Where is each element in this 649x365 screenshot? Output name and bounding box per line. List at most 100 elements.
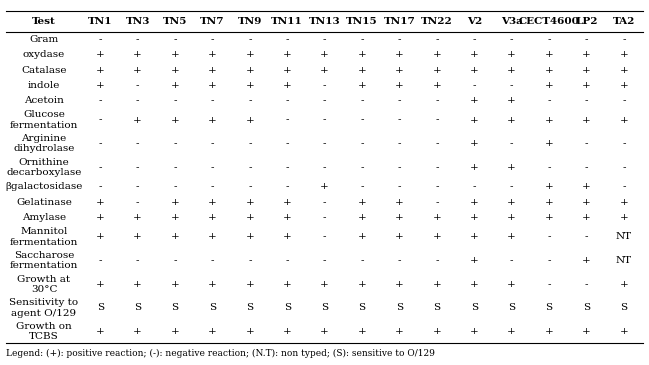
Text: -: - <box>286 35 289 44</box>
Text: +: + <box>470 96 478 105</box>
Text: +: + <box>171 233 179 241</box>
Text: +: + <box>245 327 254 336</box>
Text: +: + <box>283 213 291 222</box>
Text: +: + <box>358 233 367 241</box>
Text: +: + <box>470 163 478 172</box>
Text: +: + <box>508 50 516 59</box>
Text: +: + <box>96 213 104 222</box>
Text: -: - <box>585 233 588 241</box>
Text: -: - <box>585 163 588 172</box>
Text: Growth on
TCBS: Growth on TCBS <box>16 322 72 341</box>
Text: TN7: TN7 <box>200 17 225 26</box>
Text: -: - <box>360 182 364 191</box>
Text: -: - <box>398 163 401 172</box>
Text: -: - <box>99 35 102 44</box>
Text: S: S <box>583 303 590 312</box>
Text: S: S <box>471 303 478 312</box>
Text: +: + <box>508 163 516 172</box>
Text: +: + <box>133 116 142 124</box>
Text: +: + <box>508 96 516 105</box>
Text: -: - <box>547 280 551 289</box>
Text: Legend: (+): positive reaction; (-): negative reaction; (N.T): non typed; (S): s: Legend: (+): positive reaction; (-): neg… <box>6 349 435 358</box>
Text: -: - <box>248 163 252 172</box>
Text: +: + <box>582 213 591 222</box>
Text: +: + <box>545 198 554 207</box>
Text: -: - <box>136 198 140 207</box>
Text: -: - <box>323 256 326 265</box>
Text: +: + <box>245 280 254 289</box>
Text: -: - <box>547 256 551 265</box>
Text: +: + <box>470 280 478 289</box>
Text: +: + <box>508 213 516 222</box>
Text: -: - <box>136 139 140 148</box>
Text: S: S <box>284 303 291 312</box>
Text: +: + <box>133 327 142 336</box>
Text: +: + <box>96 50 104 59</box>
Text: +: + <box>582 81 591 90</box>
Text: CECT4600: CECT4600 <box>519 17 580 26</box>
Text: +: + <box>133 65 142 74</box>
Text: -: - <box>323 163 326 172</box>
Text: +: + <box>96 81 104 90</box>
Text: -: - <box>510 35 513 44</box>
Text: S: S <box>396 303 403 312</box>
Text: +: + <box>545 65 554 74</box>
Text: -: - <box>398 256 401 265</box>
Text: +: + <box>171 198 179 207</box>
Text: -: - <box>323 233 326 241</box>
Text: -: - <box>173 35 177 44</box>
Text: S: S <box>358 303 365 312</box>
Text: +: + <box>320 280 329 289</box>
Text: NT: NT <box>616 233 632 241</box>
Text: +: + <box>245 213 254 222</box>
Text: -: - <box>585 139 588 148</box>
Text: +: + <box>395 65 404 74</box>
Text: -: - <box>585 35 588 44</box>
Text: -: - <box>211 139 214 148</box>
Text: S: S <box>246 303 253 312</box>
Text: +: + <box>508 65 516 74</box>
Text: -: - <box>360 96 364 105</box>
Text: +: + <box>358 50 367 59</box>
Text: +: + <box>171 280 179 289</box>
Text: -: - <box>323 116 326 124</box>
Text: +: + <box>320 182 329 191</box>
Text: +: + <box>545 139 554 148</box>
Text: +: + <box>545 50 554 59</box>
Text: -: - <box>136 163 140 172</box>
Text: -: - <box>211 96 214 105</box>
Text: +: + <box>283 198 291 207</box>
Text: -: - <box>510 182 513 191</box>
Text: TN13: TN13 <box>309 17 341 26</box>
Text: -: - <box>99 116 102 124</box>
Text: +: + <box>133 50 142 59</box>
Text: -: - <box>323 198 326 207</box>
Text: +: + <box>432 213 441 222</box>
Text: TN1: TN1 <box>88 17 112 26</box>
Text: -: - <box>323 213 326 222</box>
Text: S: S <box>97 303 104 312</box>
Text: -: - <box>323 96 326 105</box>
Text: Gelatinase: Gelatinase <box>16 198 72 207</box>
Text: Arginine
dihydrolase: Arginine dihydrolase <box>14 134 75 153</box>
Text: -: - <box>211 35 214 44</box>
Text: -: - <box>510 81 513 90</box>
Text: -: - <box>248 96 252 105</box>
Text: +: + <box>283 65 291 74</box>
Text: Saccharose
fermentation: Saccharose fermentation <box>10 251 78 270</box>
Text: -: - <box>248 139 252 148</box>
Text: -: - <box>99 139 102 148</box>
Text: +: + <box>208 65 217 74</box>
Text: -: - <box>435 182 439 191</box>
Text: +: + <box>470 198 478 207</box>
Text: S: S <box>134 303 141 312</box>
Text: Mannitol
fermentation: Mannitol fermentation <box>10 227 78 247</box>
Text: -: - <box>435 256 439 265</box>
Text: +: + <box>208 116 217 124</box>
Text: +: + <box>395 233 404 241</box>
Text: -: - <box>99 182 102 191</box>
Text: -: - <box>585 280 588 289</box>
Text: +: + <box>619 116 628 124</box>
Text: -: - <box>398 96 401 105</box>
Text: +: + <box>582 116 591 124</box>
